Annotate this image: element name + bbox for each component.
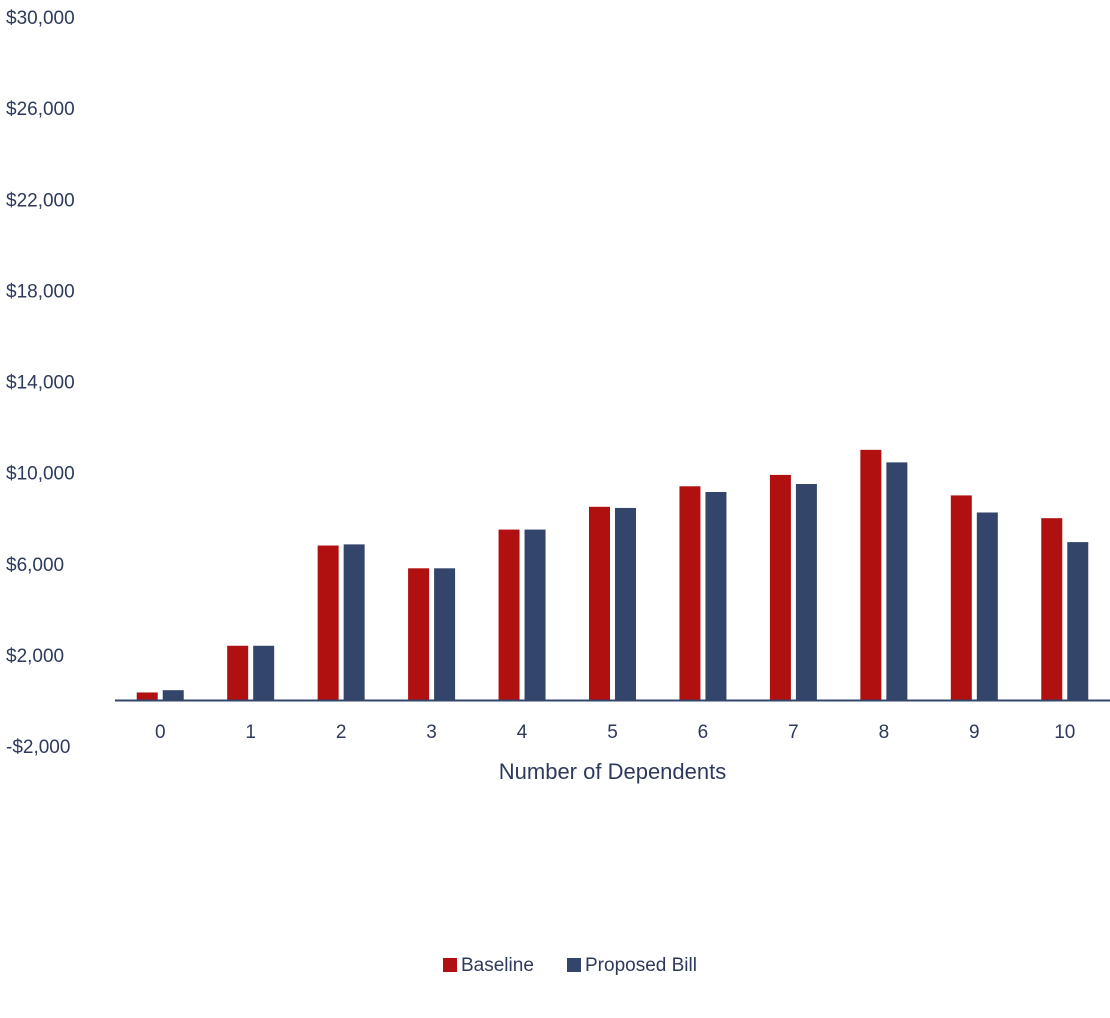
bar-baseline-0 bbox=[136, 692, 158, 701]
x-tick-label: 10 bbox=[1054, 722, 1075, 743]
legend-swatch-proposed-bill bbox=[567, 958, 581, 972]
bar-proposed-bill-10 bbox=[1067, 542, 1089, 701]
bar-proposed-bill-1 bbox=[253, 645, 275, 701]
x-tick-label: 2 bbox=[336, 722, 347, 743]
bar-proposed-bill-3 bbox=[434, 568, 456, 701]
legend-swatch-baseline bbox=[443, 958, 457, 972]
x-tick-label: 8 bbox=[879, 722, 890, 743]
bar-proposed-bill-6 bbox=[705, 491, 727, 701]
y-tick-label: $26,000 bbox=[6, 99, 75, 120]
legend: Baseline Proposed Bill bbox=[443, 955, 697, 976]
bar-baseline-6 bbox=[679, 486, 701, 701]
x-tick-label: 9 bbox=[969, 722, 980, 743]
y-tick-label: $22,000 bbox=[6, 190, 75, 211]
y-tick-label: $6,000 bbox=[6, 555, 64, 576]
x-tick-label: 3 bbox=[426, 722, 437, 743]
y-tick-label: $10,000 bbox=[6, 464, 75, 485]
y-tick-label: $14,000 bbox=[6, 373, 75, 394]
bar-baseline-2 bbox=[317, 545, 339, 701]
bar-proposed-bill-2 bbox=[343, 544, 365, 701]
bar-proposed-bill-9 bbox=[976, 512, 998, 701]
bars-group bbox=[136, 449, 1089, 701]
x-axis-tick-labels: 0 1 2 3 4 5 6 7 8 9 10 bbox=[155, 722, 1075, 743]
y-tick-label: $30,000 bbox=[6, 8, 75, 29]
bar-baseline-4 bbox=[498, 529, 520, 701]
legend-label: Baseline bbox=[461, 955, 534, 976]
bar-baseline-9 bbox=[950, 495, 972, 701]
legend-label: Proposed Bill bbox=[585, 955, 697, 976]
x-tick-label: 7 bbox=[788, 722, 799, 743]
x-tick-label: 0 bbox=[155, 722, 166, 743]
bar-baseline-8 bbox=[860, 449, 882, 701]
bar-proposed-bill-7 bbox=[795, 484, 817, 701]
y-tick-label: $18,000 bbox=[6, 281, 75, 302]
y-axis-tick-labels: $30,000 $26,000 $22,000 $18,000 $14,000 $10,0… bbox=[6, 8, 75, 758]
x-axis-title: Number of Dependents bbox=[499, 759, 726, 784]
x-tick-label: 1 bbox=[245, 722, 256, 743]
bar-baseline-10 bbox=[1041, 518, 1063, 701]
bar-baseline-5 bbox=[589, 506, 610, 701]
bar-proposed-bill-4 bbox=[524, 529, 546, 701]
bar-baseline-1 bbox=[227, 645, 249, 701]
x-tick-label: 6 bbox=[698, 722, 709, 743]
bar-baseline-7 bbox=[769, 474, 791, 701]
x-tick-label: 5 bbox=[607, 722, 618, 743]
bar-proposed-bill-5 bbox=[615, 507, 636, 701]
bar-proposed-bill-0 bbox=[162, 690, 184, 701]
bar-proposed-bill-8 bbox=[886, 462, 908, 701]
bar-baseline-3 bbox=[408, 568, 430, 701]
y-tick-label: -$2,000 bbox=[6, 737, 70, 758]
x-tick-label: 4 bbox=[517, 722, 528, 743]
y-tick-label: $2,000 bbox=[6, 646, 64, 667]
